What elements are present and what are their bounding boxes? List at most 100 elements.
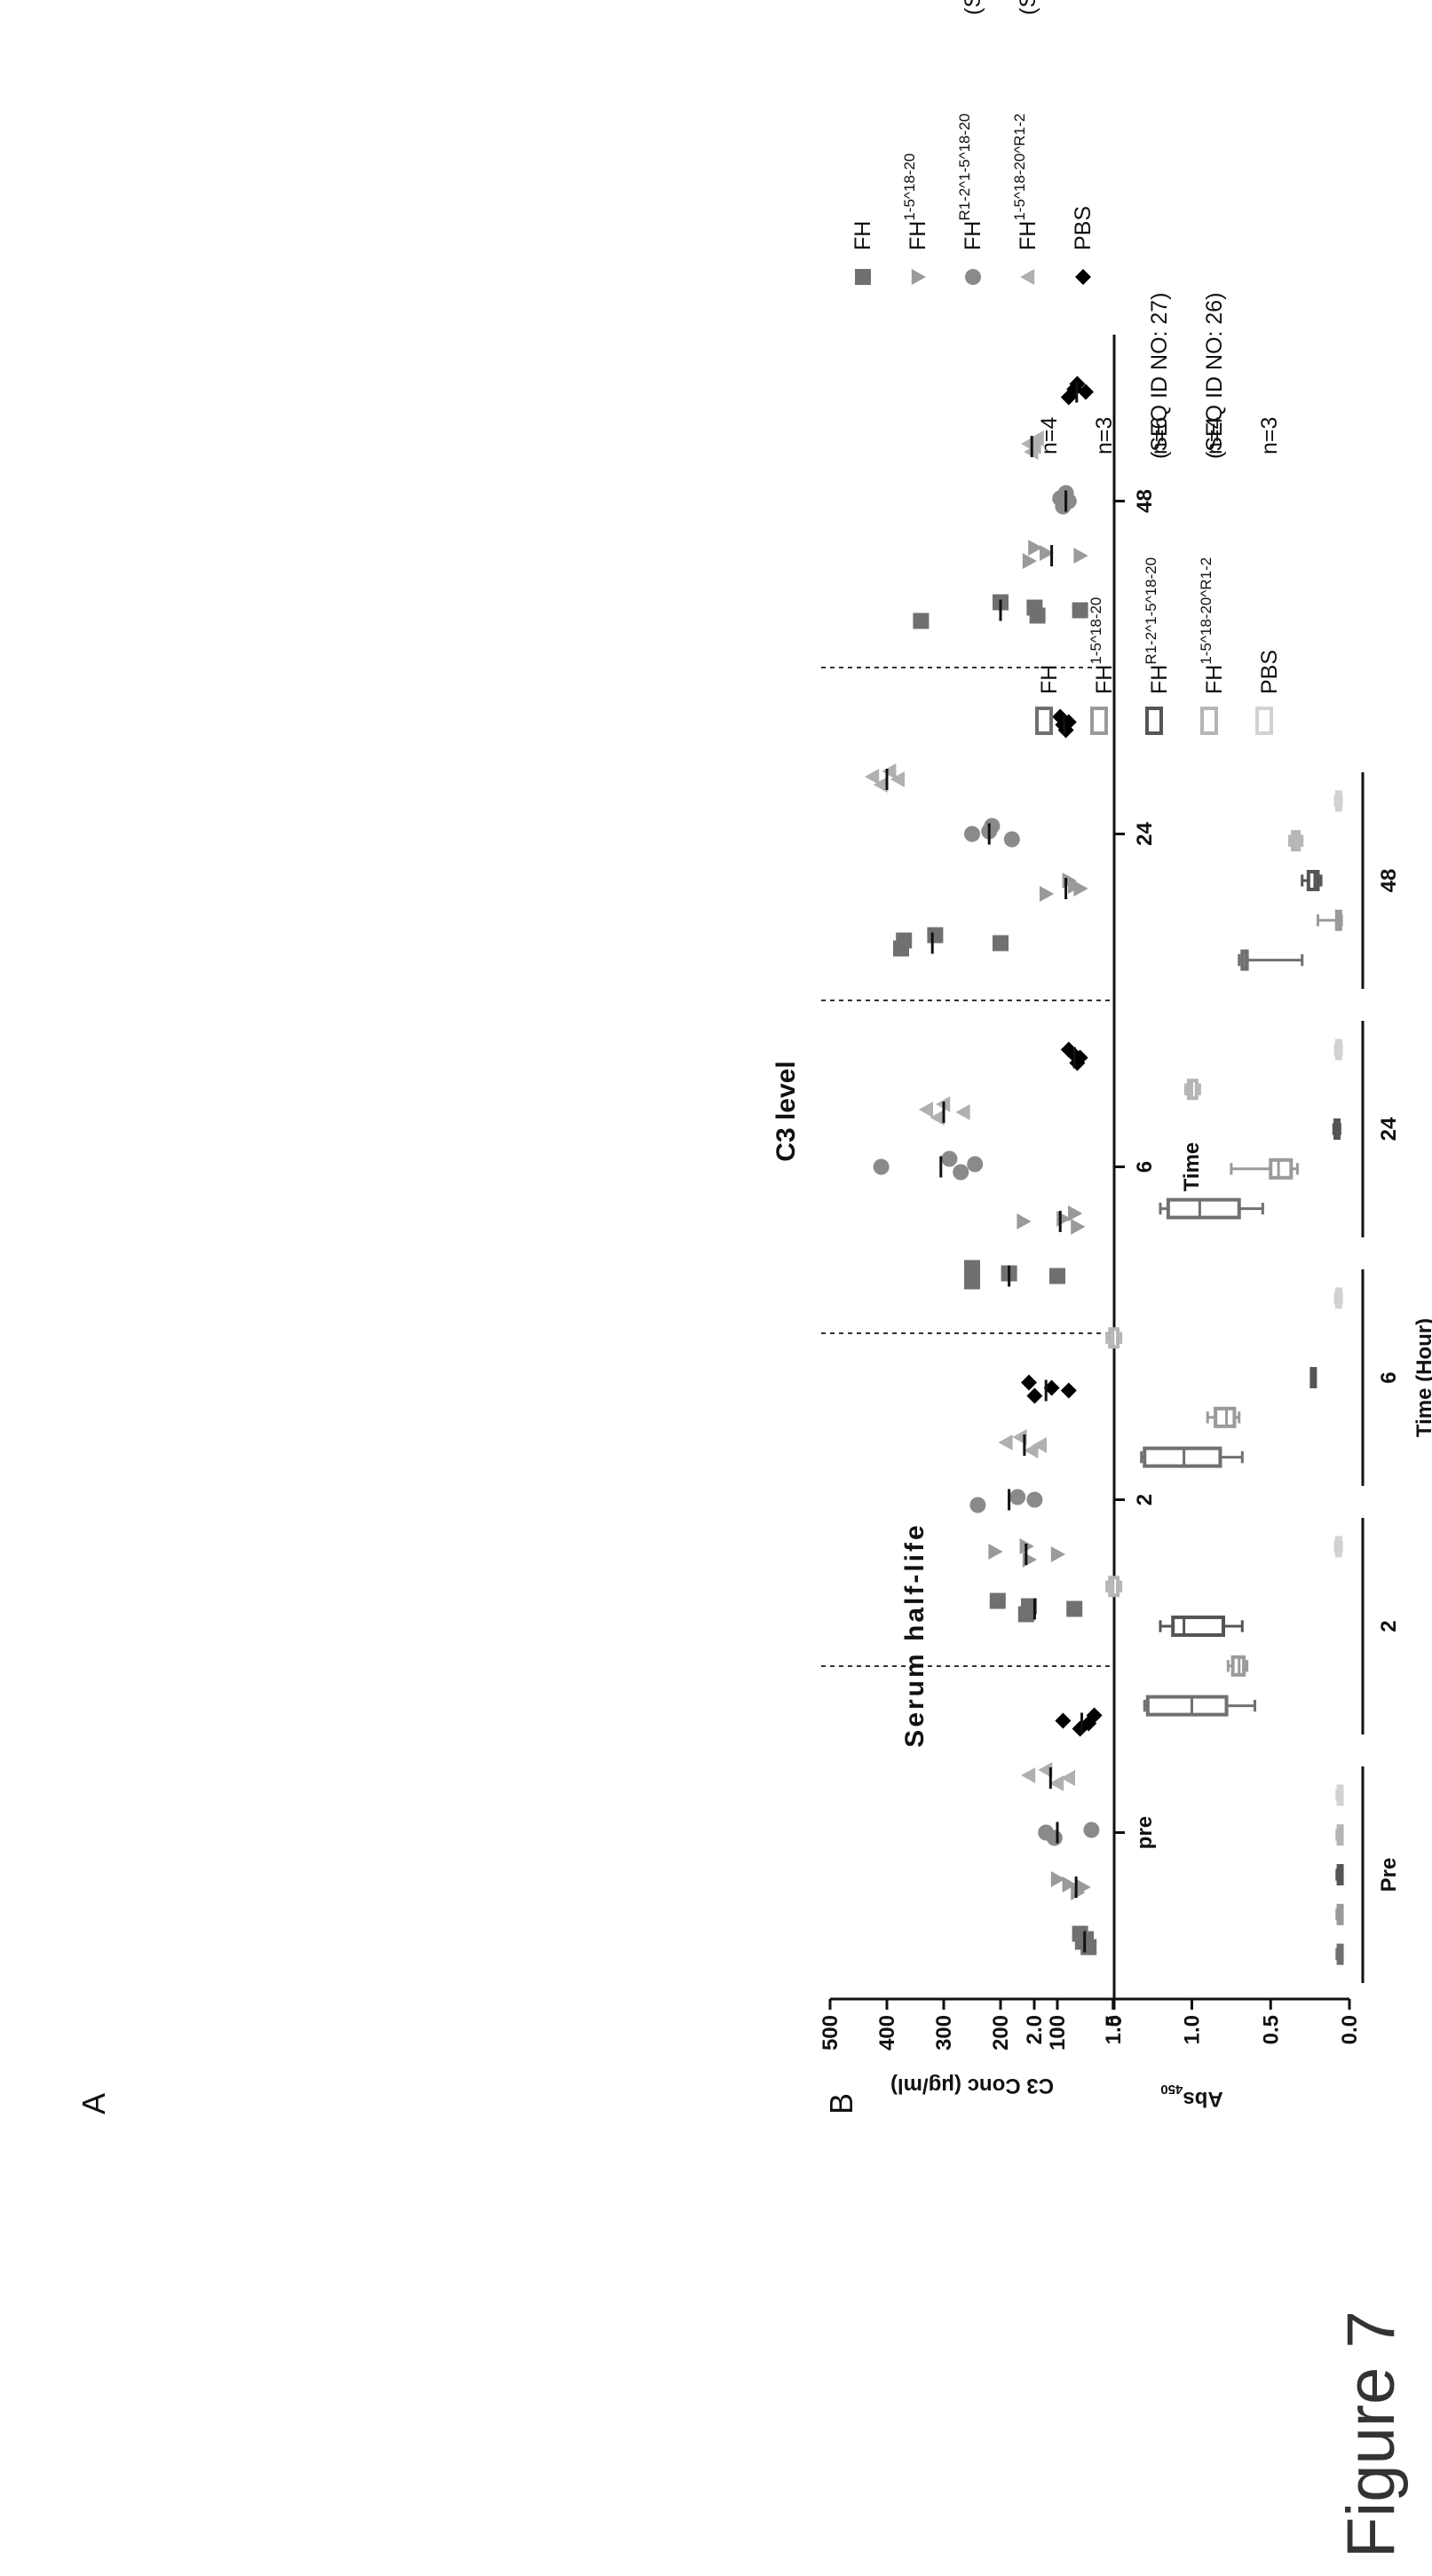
figure-title: Figure 7	[1333, 2311, 1409, 2558]
data-point	[1022, 1552, 1037, 1568]
data-point	[1057, 722, 1074, 739]
x-tick-label: 48	[1133, 489, 1157, 513]
data-point	[1040, 545, 1055, 561]
legend-n-count: n=4	[1202, 416, 1227, 454]
legend-marker	[1090, 707, 1108, 735]
data-point	[1068, 1205, 1083, 1221]
data-point	[1078, 383, 1094, 400]
data-point	[1026, 1491, 1043, 1508]
data-point	[941, 1150, 958, 1167]
x-tick-label: 2	[1133, 1494, 1157, 1505]
y-axis-title-subscript: 450	[1160, 2082, 1183, 2097]
data-point	[1021, 1374, 1037, 1391]
box	[1171, 1616, 1225, 1637]
legend-name: FH	[1202, 665, 1227, 694]
y-tick-label: 0	[1103, 2015, 1127, 2027]
data-point	[918, 1102, 933, 1118]
data-point	[927, 927, 944, 944]
data-point	[1003, 831, 1020, 848]
data-point	[1060, 1382, 1077, 1399]
data-point	[1060, 1041, 1077, 1058]
legend-name: PBS	[1071, 206, 1096, 250]
data-point	[964, 826, 980, 842]
box	[1306, 870, 1320, 891]
legend-label: FH	[850, 221, 875, 250]
legend-marker	[1255, 707, 1273, 735]
y-tick-label: 100	[1046, 2015, 1070, 2051]
data-point	[1038, 1762, 1053, 1778]
data-point	[873, 777, 888, 793]
x-tick-label: 24	[1133, 822, 1157, 846]
data-point	[1072, 602, 1088, 619]
y-tick-label: 1.5	[1102, 2015, 1126, 2044]
data-point	[1049, 1268, 1065, 1284]
data-point	[1021, 1767, 1036, 1783]
x-tick-label: 6	[1133, 1161, 1157, 1173]
legend-n-count: n=4	[1037, 416, 1062, 454]
legend-marker	[1145, 707, 1163, 735]
legend-superscript: 1-5^18-20^R1-2	[1011, 114, 1028, 221]
data-point	[989, 1592, 1006, 1609]
data-point	[1050, 1871, 1065, 1887]
y-axis-title: C3 Conc (μg/ml)	[890, 2074, 1054, 2098]
y-tick-label: 500	[819, 2015, 843, 2051]
legend-label: FH	[1037, 665, 1062, 694]
data-point	[913, 612, 930, 629]
x-tick-label: 2	[1377, 1620, 1401, 1632]
legend-superscript: 1-5^18-20	[1088, 597, 1104, 665]
data-point	[1055, 498, 1072, 515]
legend-seq-id: (SEQ ID NO: 27)	[961, 0, 985, 15]
data-point	[1066, 1600, 1083, 1617]
data-point	[1040, 886, 1055, 902]
data-point	[1009, 1489, 1026, 1505]
legend-marker	[965, 269, 981, 285]
data-point	[1083, 1821, 1100, 1838]
data-point	[1043, 1379, 1060, 1396]
legend-superscript: R1-2^1-5^18-20	[1143, 557, 1159, 665]
data-point	[969, 1497, 986, 1513]
x-axis-title: Time (Hour)	[1412, 1318, 1432, 1437]
data-point	[967, 1156, 984, 1173]
legend-superscript: R1-2^1-5^18-20	[956, 114, 973, 221]
box	[1166, 1197, 1241, 1220]
data-point	[865, 769, 880, 785]
data-point	[1049, 1775, 1064, 1791]
chart-a-title: C3 level	[771, 1061, 801, 1161]
data-point	[1073, 548, 1088, 564]
data-point	[1071, 1885, 1086, 1900]
x-tick-label: 48	[1377, 869, 1401, 893]
data-point	[955, 1104, 970, 1120]
data-point	[1017, 1213, 1032, 1229]
data-point	[1062, 1877, 1077, 1892]
panel-b-label: B	[823, 2093, 859, 2114]
data-point	[1060, 389, 1077, 406]
legend-marker	[911, 269, 926, 285]
legend-label: FH1-5^18-20^R1-2 (SEQ ID NO: 26)	[1198, 292, 1227, 694]
data-point	[1028, 540, 1043, 556]
data-point	[893, 940, 909, 957]
legend-label: FHR1-2^1-5^18-20 (SEQ ID NO: 27)	[1143, 292, 1172, 694]
legend-n-count: n=6	[1147, 417, 1172, 454]
legend-label: PBS	[1071, 206, 1096, 250]
data-point	[1029, 431, 1044, 446]
chart-b-title: Serum half-life	[900, 1522, 930, 1747]
data-point	[1072, 1720, 1088, 1737]
x-tick-label: Pre	[1377, 1858, 1401, 1892]
legend-seq-id: (SEQ ID NO: 26)	[1016, 0, 1040, 15]
legend-marker	[855, 269, 871, 285]
legend-superscript: 1-5^18-20	[901, 154, 918, 221]
legend-marker	[1075, 269, 1091, 285]
data-point	[1017, 1606, 1034, 1623]
legend-name: FH	[1037, 665, 1062, 694]
data-point	[1055, 1712, 1072, 1729]
legend-seq-id: (SEQ ID NO: 27)	[1147, 292, 1172, 459]
data-point	[984, 818, 1001, 834]
data-point	[953, 1164, 969, 1181]
x-tick-label: 24	[1377, 1117, 1401, 1141]
data-point	[964, 1273, 980, 1290]
data-point	[1022, 553, 1037, 569]
legend-name: PBS	[1257, 650, 1282, 694]
x-tick-label: 6	[1377, 1371, 1401, 1383]
